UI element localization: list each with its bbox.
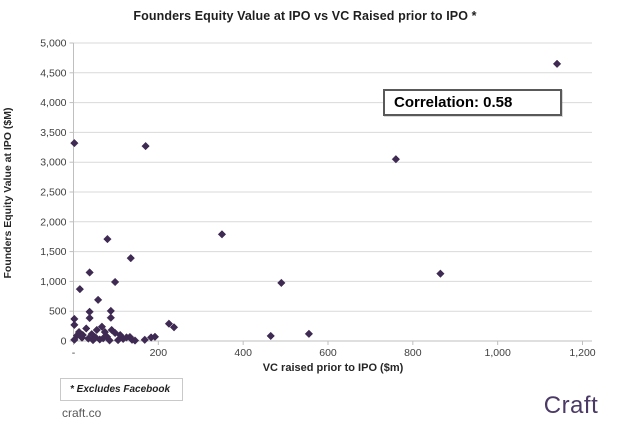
y-tick-label: 1,500 [40, 246, 66, 258]
data-point [74, 327, 84, 337]
x-tick-label: 400 [234, 347, 252, 359]
y-tick-label: 4,000 [40, 97, 66, 109]
data-point [91, 333, 100, 342]
y-tick-label: 3,000 [40, 157, 66, 169]
data-point [169, 323, 179, 332]
data-point [106, 306, 115, 316]
data-point [217, 230, 227, 239]
data-point [105, 336, 114, 345]
y-axis-title: Founders Equity Value at IPO ($M) [2, 107, 14, 279]
y-tick-label: 0 [61, 336, 67, 348]
data-point [78, 330, 87, 340]
data-point [266, 331, 275, 341]
x-tick-label: 1,200 [569, 347, 595, 359]
data-point [103, 234, 112, 244]
data-point [70, 138, 79, 148]
craft-logo: Craft [543, 392, 599, 419]
data-point [93, 295, 103, 305]
data-point [130, 336, 140, 345]
data-point [141, 141, 150, 151]
data-point [150, 332, 160, 341]
data-point [304, 329, 314, 339]
x-tick-label: 800 [404, 347, 422, 359]
data-point [92, 325, 101, 335]
y-tick-label: 2,000 [40, 216, 66, 228]
data-point [70, 320, 79, 330]
correlation-annotation: Correlation: 0.58 [383, 89, 562, 116]
data-point [552, 59, 562, 69]
data-point [106, 313, 115, 322]
x-axis-title: VC raised prior to IPO ($m) [262, 362, 404, 374]
data-point [75, 284, 85, 294]
data-point [110, 277, 120, 287]
y-tick-label: 500 [49, 306, 67, 318]
y-tick-label: 2,500 [40, 187, 66, 199]
footnote-excludes-facebook: * Excludes Facebook [60, 378, 183, 401]
chart-title: Founders Equity Value at IPO vs VC Raise… [133, 9, 477, 23]
data-point [164, 319, 174, 328]
data-point [126, 254, 135, 263]
x-tick-label: 200 [150, 347, 168, 359]
x-tick-label: 1,000 [485, 347, 511, 359]
source-url: craft.co [62, 406, 102, 420]
y-tick-label: 4,500 [40, 67, 66, 79]
data-point [85, 268, 94, 277]
x-tick-label: - [72, 347, 76, 359]
data-point [82, 324, 91, 333]
x-tick-label: 600 [319, 347, 337, 359]
data-point [97, 322, 107, 331]
data-point [277, 278, 286, 288]
data-point [391, 155, 401, 164]
y-tick-label: 1,000 [40, 276, 66, 288]
y-tick-label: 3,500 [40, 127, 66, 139]
data-point [85, 313, 94, 323]
data-point [140, 335, 149, 344]
data-point [436, 269, 445, 278]
y-tick-label: 5,000 [40, 38, 66, 50]
